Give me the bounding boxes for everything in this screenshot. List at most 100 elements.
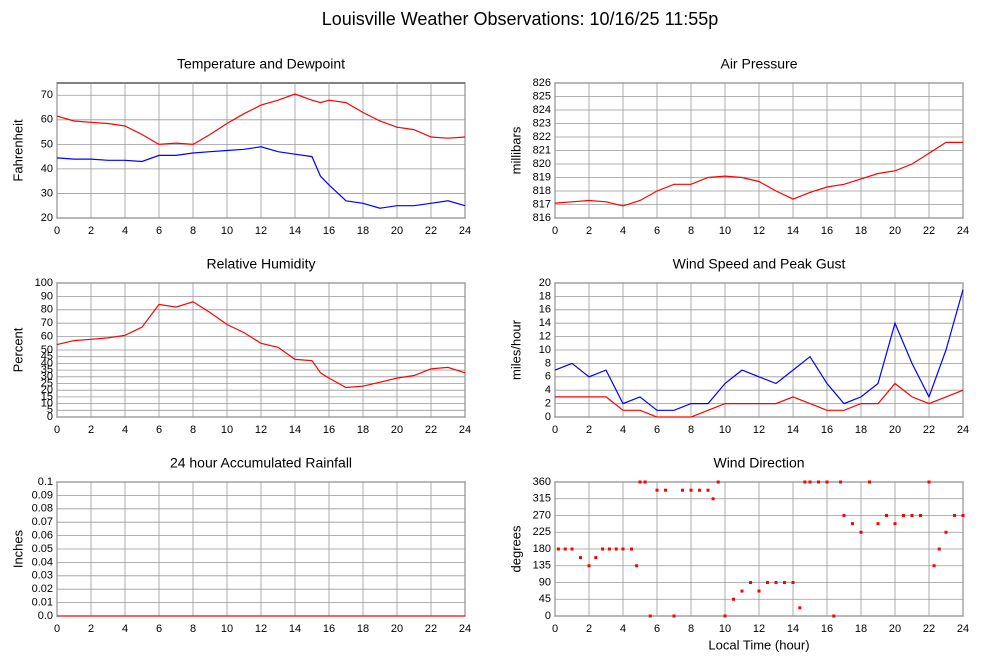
data-line	[56, 146, 466, 209]
data-point	[621, 547, 625, 551]
y-axis-label: Fahrenheit	[10, 119, 25, 182]
x-tick-label: 14	[289, 424, 301, 436]
y-tick-label: 2	[545, 398, 551, 410]
data-point	[635, 564, 639, 568]
data-point	[798, 606, 802, 610]
y-tick-label: 823	[533, 117, 551, 129]
x-tick-label: 12	[753, 225, 765, 237]
x-tick-label: 12	[255, 225, 267, 237]
x-tick-label: 0	[552, 424, 558, 436]
y-tick-label: 60	[41, 331, 53, 343]
x-tick-label: 4	[122, 623, 128, 635]
data-point	[868, 480, 871, 484]
x-tick-label: 2	[586, 623, 592, 635]
data-point	[587, 564, 591, 568]
x-tick-label: 4	[122, 225, 128, 237]
x-tick-label: 22	[923, 424, 935, 436]
y-tick-label: 816	[533, 212, 551, 224]
chart-title: 24 hour Accumulated Rainfall	[170, 455, 352, 471]
data-point	[689, 488, 693, 492]
x-tick-label: 22	[923, 623, 935, 635]
data-point	[932, 564, 936, 568]
data-point	[893, 522, 897, 526]
y-tick-label: 25	[41, 377, 53, 389]
data-point	[774, 581, 778, 584]
x-tick-label: 18	[357, 623, 369, 635]
data-line	[555, 382, 964, 418]
data-point	[783, 581, 786, 584]
x-tick-label: 14	[289, 225, 301, 237]
x-tick-label: 16	[821, 225, 833, 237]
data-point	[579, 556, 582, 560]
data-point	[570, 547, 574, 551]
x-tick-label: 16	[323, 424, 335, 436]
data-point	[563, 547, 567, 551]
x-tick-label: 20	[391, 623, 403, 635]
x-tick-label: 16	[323, 623, 335, 635]
data-point	[601, 547, 605, 551]
data-point	[808, 480, 812, 484]
data-point	[556, 547, 560, 551]
data-point	[902, 514, 905, 517]
x-axis-label: Local Time (hour)	[708, 637, 809, 652]
y-tick-label: 0.02	[32, 583, 53, 595]
y-tick-label: 822	[533, 131, 551, 143]
y-axis-label: miles/hour	[508, 319, 523, 380]
y-tick-label: 4	[545, 384, 551, 396]
x-tick-label: 6	[654, 225, 660, 237]
x-tick-label: 18	[855, 424, 867, 436]
data-point	[723, 614, 727, 618]
y-tick-label: 820	[533, 158, 551, 170]
y-tick-label: 6	[545, 371, 551, 383]
x-tick-label: 22	[425, 424, 437, 436]
x-tick-label: 2	[586, 424, 592, 436]
y-tick-label: 315	[533, 493, 551, 505]
x-tick-label: 4	[620, 424, 626, 436]
y-tick-label: 0.06	[32, 530, 53, 542]
y-tick-label: 50	[41, 138, 53, 150]
y-tick-label: 0.05	[32, 543, 53, 555]
data-point	[698, 488, 701, 492]
data-point	[919, 514, 922, 517]
y-tick-label: 826	[533, 77, 551, 89]
data-point	[839, 480, 843, 484]
data-line	[56, 301, 466, 389]
data-line	[554, 289, 964, 411]
x-tick-label: 20	[889, 225, 901, 237]
data-point	[664, 488, 667, 492]
data-point	[910, 514, 914, 517]
x-tick-label: 8	[190, 225, 196, 237]
x-tick-label: 12	[753, 623, 765, 635]
data-point	[681, 488, 684, 492]
y-tick-label: 16	[539, 304, 551, 316]
data-point	[614, 547, 618, 551]
data-point	[757, 589, 761, 593]
x-tick-label: 24	[459, 623, 471, 635]
x-tick-label: 6	[654, 623, 660, 635]
x-tick-label: 24	[459, 225, 471, 237]
data-point	[859, 530, 863, 534]
x-tick-label: 10	[221, 623, 233, 635]
data-point	[825, 480, 829, 484]
x-tick-label: 6	[654, 424, 660, 436]
x-tick-label: 2	[88, 623, 94, 635]
x-tick-label: 20	[889, 424, 901, 436]
chart-title: Air Pressure	[720, 56, 797, 72]
x-tick-label: 14	[787, 424, 799, 436]
data-point	[711, 497, 715, 501]
data-point	[732, 597, 735, 601]
data-point	[817, 480, 820, 484]
x-tick-label: 20	[391, 424, 403, 436]
y-tick-label: 10	[539, 344, 551, 356]
y-tick-label: 0.03	[32, 570, 53, 582]
data-point	[648, 614, 652, 618]
x-tick-label: 8	[190, 623, 196, 635]
data-point	[672, 614, 676, 618]
y-axis-label: degrees	[508, 525, 523, 572]
y-tick-label: 817	[533, 198, 551, 210]
data-point	[842, 514, 846, 517]
x-tick-label: 8	[190, 424, 196, 436]
y-axis-label: Percent	[10, 327, 25, 372]
x-tick-label: 8	[688, 623, 694, 635]
y-tick-label: 40	[41, 357, 53, 369]
